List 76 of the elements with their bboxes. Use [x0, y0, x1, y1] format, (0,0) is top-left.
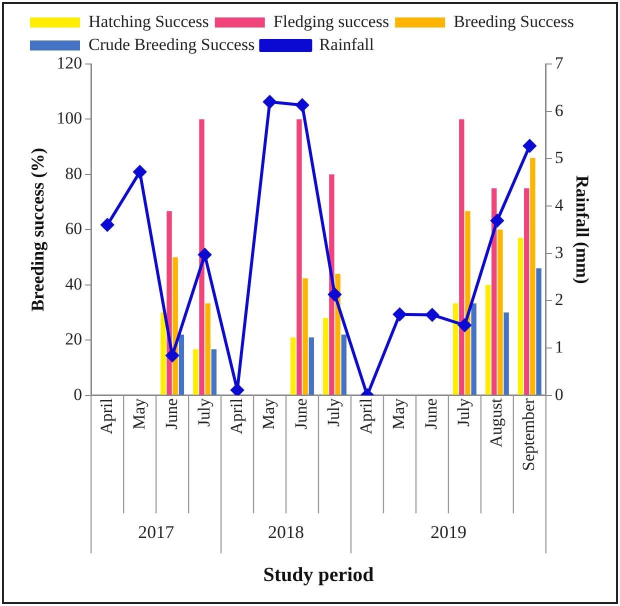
bar — [341, 334, 346, 395]
legend-label: Crude Breeding Success — [88, 34, 255, 54]
y-tick-label: 60 — [65, 219, 82, 238]
x-tick-label: April — [226, 398, 246, 434]
legend-label: Fledging success — [273, 12, 390, 31]
bar — [308, 337, 314, 395]
bar — [302, 278, 308, 395]
bar — [296, 119, 302, 395]
bar — [178, 334, 184, 395]
x-axis-title: Study period — [263, 564, 374, 586]
x-tick-label: June — [292, 398, 311, 430]
y-tick-label: 40 — [65, 274, 82, 294]
legend-label: Rainfall — [319, 34, 374, 54]
x-tick-label: May — [129, 398, 148, 430]
bar — [452, 303, 458, 395]
bar — [518, 238, 524, 395]
text: 2018 — [268, 522, 304, 542]
y-tick-label: 20 — [65, 330, 82, 349]
point — [198, 248, 212, 262]
bar — [524, 188, 530, 395]
x-tick-label: July — [324, 398, 344, 427]
y-tick-label: 100 — [56, 108, 82, 128]
point — [393, 308, 406, 321]
x-tick-label: April — [96, 398, 116, 434]
text: 2019 — [430, 522, 466, 542]
x-tick-label: July — [454, 398, 474, 427]
x-tick-label: May — [259, 398, 278, 430]
x-tick-label: September — [519, 398, 538, 472]
point — [523, 139, 536, 152]
point — [100, 218, 114, 232]
bar — [485, 284, 491, 395]
y2-tick-label: 3 — [554, 242, 564, 262]
legend-label: Hatching Success — [88, 12, 209, 31]
y2-axis-title: Rainfall (mm) — [572, 175, 593, 284]
bar — [205, 303, 210, 395]
y2-tick-label: 1 — [554, 337, 564, 356]
bar — [471, 303, 476, 395]
y2-tick-label: 5 — [554, 148, 564, 168]
bar — [290, 337, 296, 395]
point — [230, 384, 244, 396]
x-tick-label: June — [422, 398, 441, 430]
bar — [498, 230, 503, 395]
bar — [193, 349, 198, 395]
y-tick-label: 120 — [56, 53, 82, 72]
bar — [459, 119, 464, 395]
point — [458, 318, 472, 332]
y2-tick-label: 4 — [554, 195, 564, 214]
point — [133, 165, 146, 178]
bar — [465, 211, 470, 395]
x-tick-label: June — [162, 398, 181, 430]
point — [263, 95, 276, 108]
point — [426, 308, 439, 322]
y-tick-label: 0 — [74, 384, 82, 404]
text: 2017 — [138, 522, 174, 542]
bar — [504, 312, 509, 395]
y2-tick-label: 7 — [554, 53, 564, 72]
y2-tick-label: 6 — [554, 100, 564, 120]
y2-tick-label: 2 — [554, 290, 564, 310]
y-axis-title: Breeding success (%) — [27, 148, 48, 312]
point — [490, 214, 504, 228]
bar — [536, 268, 542, 395]
bar — [530, 158, 536, 395]
point — [296, 98, 309, 112]
bar — [199, 119, 204, 395]
bar — [211, 349, 217, 395]
bar — [323, 318, 328, 395]
x-tick-label: July — [194, 398, 214, 427]
point — [328, 288, 342, 301]
x-tick-label: April — [356, 398, 376, 434]
point — [166, 349, 179, 362]
y-tick-label: 80 — [65, 164, 82, 183]
y2-tick-label: 0 — [554, 384, 564, 404]
bar — [160, 312, 166, 395]
x-tick-label: August — [486, 398, 506, 448]
legend-label: Breeding Success — [454, 12, 574, 31]
x-tick-label: May — [389, 398, 408, 430]
